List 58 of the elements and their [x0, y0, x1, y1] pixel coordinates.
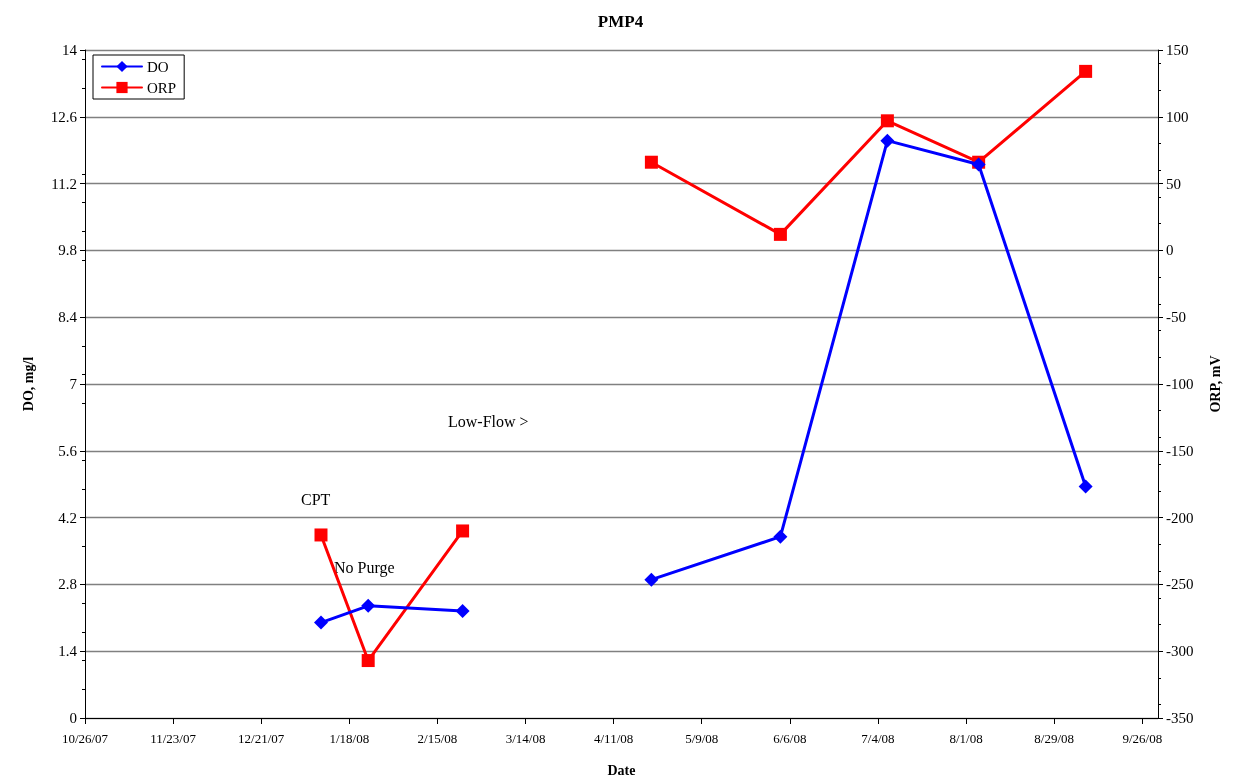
- y-tick-label: 9.8: [58, 242, 77, 259]
- y-tick-label: 2.8: [58, 576, 77, 593]
- x-tick-label: 1/18/08: [329, 731, 370, 746]
- x-tick-label: 12/21/07: [238, 731, 285, 746]
- x-tick-label: 9/26/08: [1122, 731, 1163, 746]
- y2-tick-label: -200: [1166, 509, 1194, 526]
- annotation: No Purge: [334, 558, 395, 577]
- x-tick-label: 11/23/07: [150, 731, 197, 746]
- x-tick-label: 3/14/08: [505, 731, 546, 746]
- point: [361, 598, 376, 613]
- x-tick-label: 4/11/08: [594, 731, 634, 746]
- y2-tick-label: -350: [1166, 710, 1194, 726]
- y-tick-label: 0: [69, 710, 77, 726]
- annotation: Low-Flow >: [448, 412, 529, 430]
- y-axis-title: DO, mg/l: [20, 356, 36, 412]
- y2-tick-label: 50: [1166, 175, 1181, 192]
- point: [880, 114, 894, 128]
- y-tick-label: 5.6: [58, 442, 78, 459]
- x-tick-label: 6/6/08: [773, 731, 807, 746]
- point: [1078, 479, 1093, 494]
- point: [773, 529, 788, 544]
- y2-tick-label: -250: [1166, 576, 1194, 593]
- y-tick-label: 11.2: [51, 175, 77, 192]
- x-tick-label: 7/4/08: [861, 731, 895, 746]
- legend-label: DO: [147, 58, 169, 75]
- point: [1079, 64, 1093, 78]
- point: [314, 615, 328, 630]
- y-tick-label: 4.2: [58, 509, 77, 526]
- y2-tick-label: -100: [1166, 376, 1194, 392]
- annotation: CPT: [301, 490, 331, 508]
- x-tick-label: 5/9/08: [685, 731, 719, 746]
- y2-tick-label: 0: [1166, 242, 1174, 259]
- y2-axis-title: ORP, mV: [1207, 355, 1223, 413]
- x-axis-title: Date: [607, 762, 636, 778]
- x-tick-label: 8/29/08: [1034, 731, 1075, 746]
- y-tick-label: 1.4: [58, 643, 78, 660]
- point: [361, 654, 375, 668]
- point: [456, 524, 470, 538]
- y2-tick-label: -50: [1166, 309, 1186, 326]
- x-tick-label: 8/1/08: [949, 731, 983, 746]
- y2-tick-label: -150: [1166, 442, 1194, 459]
- y-tick-label: 8.4: [58, 309, 78, 326]
- x-tick-label: 2/15/08: [417, 731, 458, 746]
- x-tick-label: 10/26/07: [61, 731, 109, 746]
- y2-tick-label: -300: [1166, 643, 1194, 660]
- point: [455, 604, 470, 619]
- y-tick-label: 14: [62, 42, 78, 58]
- chart-title: PMP4: [597, 12, 644, 31]
- point: [880, 133, 895, 148]
- y-tick-label: 7: [69, 376, 78, 392]
- legend-label: ORP: [147, 79, 177, 96]
- y2-tick-label: 150: [1166, 42, 1189, 58]
- y-tick-label: 12.6: [50, 108, 78, 125]
- point: [773, 227, 787, 241]
- point: [314, 528, 328, 542]
- y2-tick-label: 100: [1166, 108, 1189, 125]
- point: [644, 572, 659, 587]
- point: [644, 155, 658, 169]
